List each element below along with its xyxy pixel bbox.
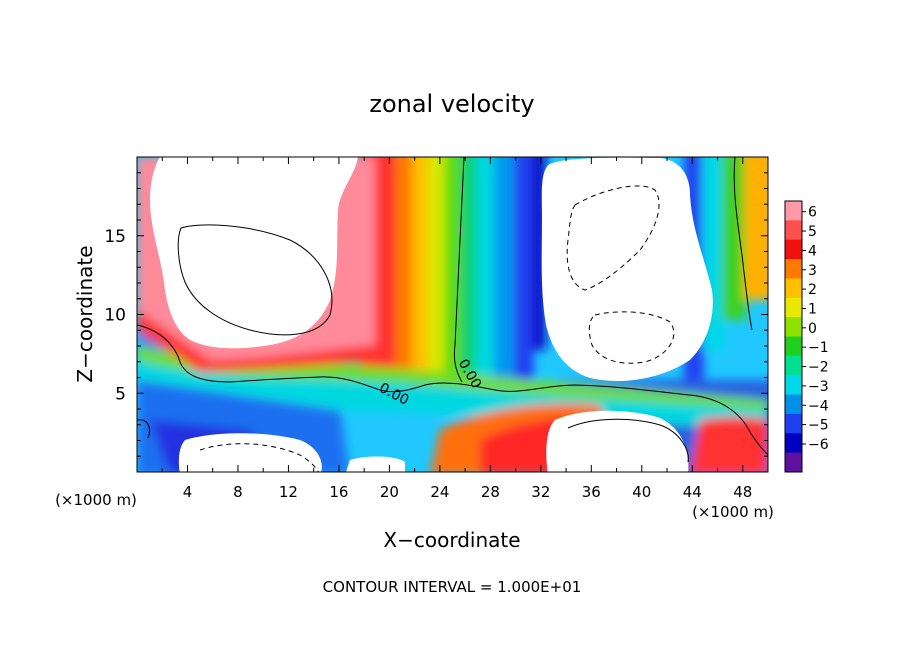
- heatmap-field: 0.00 0.00: [137, 157, 768, 472]
- colorbar-swatch: [785, 201, 802, 221]
- footer-contour-interval: CONTOUR INTERVAL = 1.000E+01: [323, 578, 582, 596]
- colorbar-label: −1: [808, 340, 829, 356]
- chart-title: zonal velocity: [369, 90, 534, 118]
- colorbar-swatch: [785, 220, 802, 241]
- x-tick-label: 44: [683, 483, 702, 501]
- y-axis-label: Z−coordinate: [73, 245, 97, 382]
- x-tick-label: 40: [632, 483, 651, 501]
- colorbar-swatch: [785, 355, 802, 376]
- x-tick-label: 20: [380, 483, 399, 501]
- colorbar-label: 0: [808, 321, 817, 337]
- colorbar-label: −2: [808, 360, 829, 376]
- x-tick-label: 48: [733, 483, 752, 501]
- colorbar-label: 1: [808, 301, 817, 317]
- colorbar-swatch: [785, 336, 802, 357]
- colorbar: 6 5 4 3 2 1 0 −1 −2 −3 −4 −5 −6: [784, 200, 829, 473]
- y-tick-label: 15: [104, 227, 126, 247]
- colorbar-swatch: [785, 375, 802, 396]
- colorbar-label: −3: [808, 379, 829, 395]
- colorbar-label: 4: [808, 243, 817, 259]
- colorbar-swatch: [785, 278, 802, 299]
- colorbar-swatch: [785, 297, 802, 318]
- y-tick-label: 5: [115, 384, 126, 404]
- colorbar-swatch: [785, 452, 802, 473]
- colorbar-label: 5: [808, 224, 817, 240]
- colorbar-swatch: [785, 413, 802, 434]
- colorbar-label: 6: [808, 205, 817, 221]
- colorbar-frame: [784, 200, 803, 473]
- x-tick-label: 24: [430, 483, 449, 501]
- x-tick-label: 4: [183, 483, 193, 501]
- colorbar-label: 2: [808, 282, 817, 298]
- colorbar-label: −6: [808, 437, 829, 453]
- colorbar-swatch: [785, 394, 802, 415]
- x-tick-label: 32: [531, 483, 550, 501]
- x-axis: 4 8 12 16 20 24 28 32 36 40 44 48: [161, 157, 752, 501]
- x-unit-right: (×1000 m): [692, 503, 774, 521]
- contour-lines: [137, 157, 768, 463]
- colorbar-swatch: [785, 317, 802, 337]
- x-tick-label: 16: [329, 483, 348, 501]
- colorbar-swatch: [785, 239, 802, 260]
- x-axis-label: X−coordinate: [383, 528, 520, 552]
- saturated-regions: [150, 157, 713, 472]
- colorbar-label: −5: [808, 418, 829, 434]
- colorbar-swatch: [785, 259, 802, 279]
- y-axis: 5 10 15: [104, 172, 768, 457]
- colorbar-label: −4: [808, 398, 829, 414]
- x-tick-label: 12: [279, 483, 298, 501]
- x-tick-label: 36: [582, 483, 601, 501]
- colorbar-label: 3: [808, 263, 817, 279]
- x-tick-label: 28: [481, 483, 500, 501]
- dashed-contours: [199, 185, 675, 472]
- x-tick-label: 8: [233, 483, 243, 501]
- y-tick-label: 10: [104, 306, 126, 326]
- x-unit-left: (×1000 m): [55, 491, 137, 509]
- colorbar-swatch: [785, 433, 802, 454]
